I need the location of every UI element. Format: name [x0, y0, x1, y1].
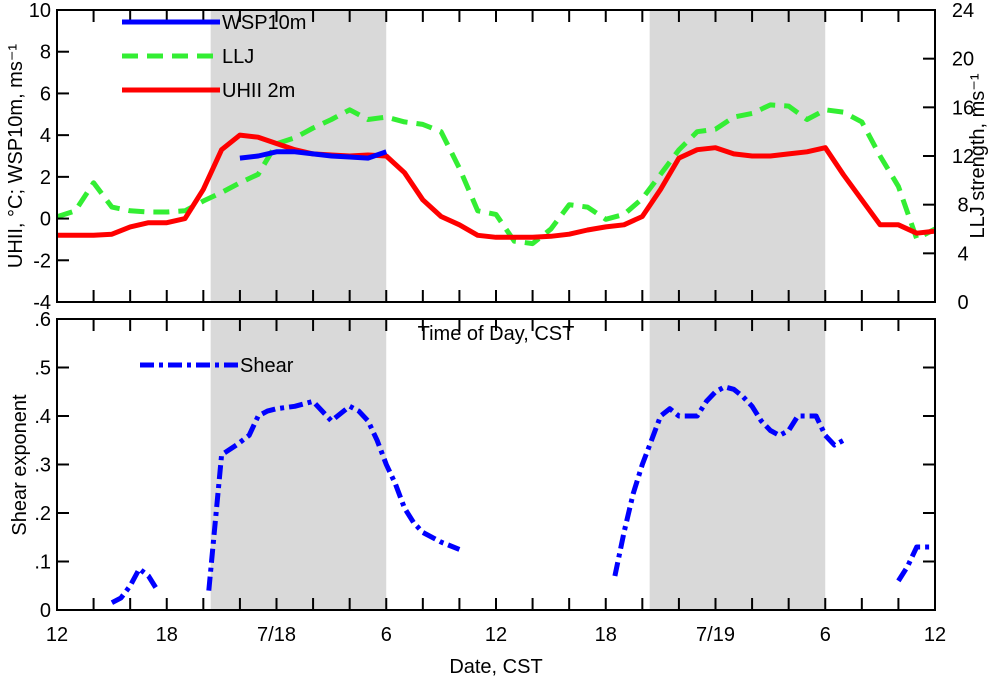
bottom-x-axis-title: Date, CST: [449, 656, 542, 678]
x-tick-label: 12: [485, 624, 507, 646]
bottom-shaded-interval-0: [210, 319, 387, 610]
legend-label-uhii-2m: UHII 2m: [222, 80, 295, 102]
top-right-y-tick-label: 20: [952, 49, 974, 71]
top-y-axis-title: UHII, °C; WSP10m, ms⁻¹: [5, 44, 27, 268]
series-line-shear-segment-1: [206, 398, 461, 591]
series-line-llj: [56, 102, 937, 247]
legend-label-shear: Shear: [240, 355, 294, 377]
top-y-tick-label: -2: [33, 250, 51, 272]
top-right-y-tick-label: 4: [957, 243, 968, 265]
x-tick-label: 7/19: [696, 624, 735, 646]
top-right-y-tick-label: 12: [952, 146, 974, 168]
x-tick-label: 18: [595, 624, 617, 646]
x-tick-label: 7/18: [257, 624, 296, 646]
x-tick-label: 18: [156, 624, 178, 646]
top-y-tick-label: 8: [40, 42, 51, 64]
top-y-tick-label: 0: [40, 209, 51, 231]
bottom-y-tick-label: .1: [34, 552, 51, 574]
top-y-tick-label: -4: [33, 292, 51, 314]
bottom-y-tick-label: .2: [34, 503, 51, 525]
series-line-shear-segment-3: [896, 544, 935, 583]
series-line-uhii-2m: [57, 132, 936, 240]
bottom-shaded-interval-1: [649, 319, 826, 610]
bottom-y-tick-label: .4: [34, 406, 51, 428]
x-tick-label: 12: [46, 624, 68, 646]
x-tick-label: 6: [381, 624, 392, 646]
bottom-y-axis-title: Shear exponent: [9, 394, 31, 536]
x-tick-label: 6: [820, 624, 831, 646]
bottom-y-tick-label: 0: [40, 600, 51, 622]
top-right-y-tick-label: 24: [952, 0, 974, 22]
bottom-y-tick-label: .3: [34, 455, 51, 477]
legend-label-wsp10m: WSP10m: [222, 12, 306, 34]
top-right-y-axis-title: LLJ strength, ms⁻¹: [967, 73, 989, 238]
bottom-y-tick-label: .5: [34, 358, 51, 380]
top-x-axis-title: Time of Day, CST: [418, 323, 575, 345]
bottom-y-tick-label: .6: [34, 309, 51, 331]
top-right-y-tick-label: 8: [957, 195, 968, 217]
top-y-tick-label: 6: [40, 83, 51, 105]
top-y-tick-label: 4: [40, 125, 51, 147]
top-y-tick-label: 10: [29, 0, 51, 22]
top-right-y-tick-label: 0: [957, 292, 968, 314]
x-tick-label: 12: [924, 624, 946, 646]
top-right-y-tick-label: 16: [952, 97, 974, 119]
series-line-wsp10m: [239, 149, 388, 161]
series-line-shear-segment-2: [612, 384, 845, 577]
top-y-tick-label: 2: [40, 167, 51, 189]
legend-label-llj: LLJ: [222, 46, 254, 68]
series-line-shear-segment-0: [110, 566, 160, 605]
